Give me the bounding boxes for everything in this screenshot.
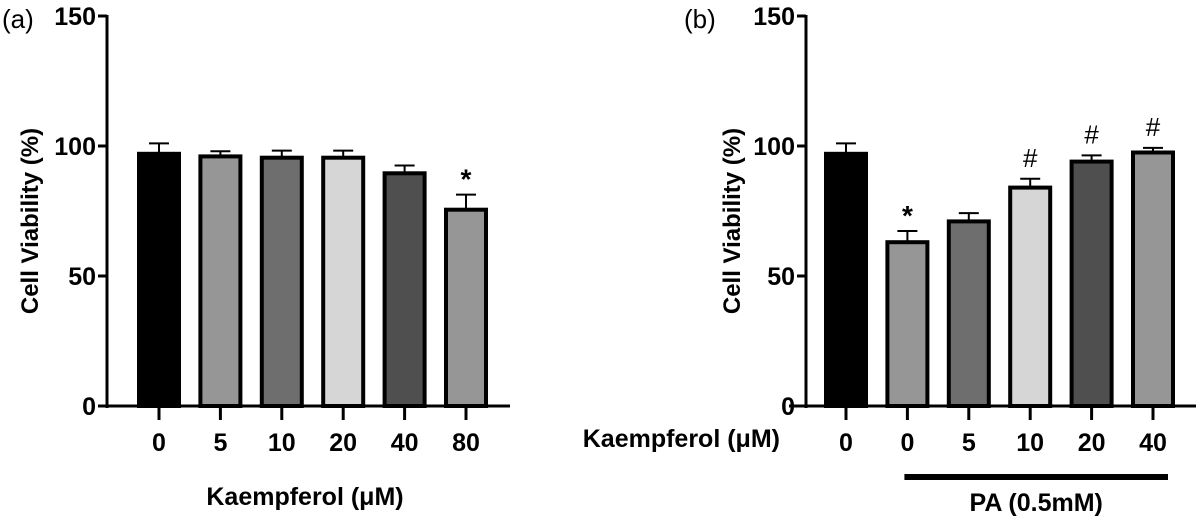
bar (321, 155, 366, 408)
y-tick-label: 150 (54, 3, 96, 31)
bar (198, 154, 243, 408)
group-bracket-label: PA (0.5mM) (970, 489, 1103, 517)
x-tick-label: 10 (1016, 429, 1044, 457)
x-tick-label: 5 (962, 429, 976, 457)
bar (1008, 185, 1053, 408)
y-axis-label: Cell Viability (%) (719, 128, 746, 314)
x-tick-label: 80 (452, 429, 480, 457)
x-tick-label: 20 (1078, 429, 1106, 457)
panel-a: (a) 0 50 100 150 Cell Viability (%) 0 5 10 20 40 80… (2, 3, 510, 511)
bar (444, 207, 488, 408)
y-tick-label: 150 (753, 3, 795, 31)
x-axis-label: Kaempferol (μM) (583, 425, 780, 453)
y-tick-label: 100 (54, 133, 96, 161)
significance-mark: # (1146, 112, 1161, 142)
x-tick-label: 0 (839, 429, 853, 457)
significance-mark: # (1084, 119, 1099, 149)
y-tick-label: 100 (753, 133, 795, 161)
x-axis-label: Kaempferol (μM) (206, 483, 403, 511)
bar (946, 219, 991, 408)
x-tick-label: 0 (900, 429, 914, 457)
x-tick-label: 40 (1139, 429, 1167, 457)
y-tick-label: 50 (68, 263, 96, 291)
panel-label: (a) (2, 4, 34, 34)
panel-label: (b) (684, 4, 716, 34)
bar (824, 151, 868, 408)
bar (1131, 150, 1175, 408)
significance-mark: * (461, 164, 472, 195)
x-tick-label: 0 (152, 429, 166, 457)
y-tick-label: 50 (767, 263, 795, 291)
x-tick-label: 20 (329, 429, 357, 457)
x-tick-label: 10 (268, 429, 296, 457)
y-tick-label: 0 (781, 393, 795, 421)
bar (137, 151, 181, 408)
panel-b: (b) 0 50 100 150 Cell Viability (%) 0 0 * 5 10 #20 #… (583, 3, 1196, 517)
x-tick-label: 5 (213, 429, 227, 457)
bar (382, 171, 427, 408)
y-axis-label: Cell Viability (%) (17, 128, 44, 314)
bar (885, 240, 930, 408)
significance-mark: * (902, 200, 913, 231)
y-tick-label: 0 (82, 393, 96, 421)
x-tick-label: 40 (391, 429, 419, 457)
bar (1069, 159, 1114, 408)
significance-mark: # (1023, 143, 1038, 173)
bar (259, 155, 304, 408)
